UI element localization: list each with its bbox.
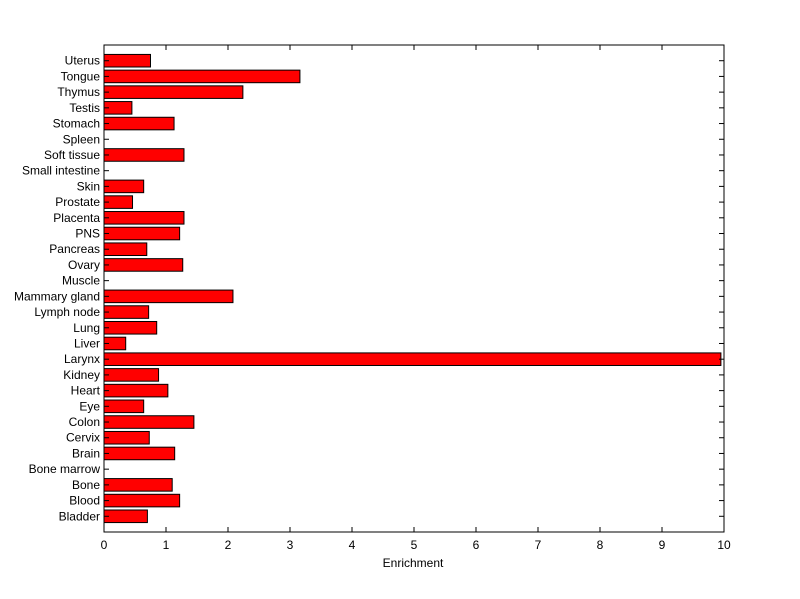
x-axis-label: Enrichment [383,556,444,570]
y-tick-label: Eye [79,399,100,413]
bar [103,320,158,335]
y-tick-label: Bone [72,478,100,492]
bar [103,258,184,272]
bar [103,415,195,429]
bar [103,430,150,445]
x-tick-label: 3 [287,538,294,552]
y-tick-label: Stomach [53,117,100,131]
bar [103,85,244,99]
x-tick-label: 0 [101,538,108,552]
x-tick-label: 9 [659,538,666,552]
y-tick-label: Placenta [53,211,100,225]
bar [103,509,148,524]
x-tick-label: 7 [535,538,542,552]
plot-frame [103,44,725,533]
y-tick-label: Lung [73,321,100,335]
bar [103,368,160,382]
y-tick-label: Soft tissue [44,148,100,162]
y-tick-label: Testis [69,101,100,115]
bar [103,148,185,162]
y-tick-label: Lymph node [34,305,100,319]
y-tick-label: PNS [75,227,100,241]
y-tick-label: Heart [71,384,101,398]
bar [103,352,722,366]
bars-layer [103,53,722,524]
bar [103,53,151,68]
bar [103,179,145,194]
y-tick-label: Colon [69,415,100,429]
bar [103,399,145,414]
bar [103,226,181,241]
bar [103,305,150,319]
y-tick-label: Thymus [57,85,100,99]
x-tick-label: 5 [411,538,418,552]
y-tick-label: Ovary [68,258,100,272]
x-tick-label: 6 [473,538,480,552]
y-tick-label: Muscle [62,274,100,288]
bar [103,446,176,461]
y-tick-label: Kidney [63,368,100,382]
y-tick-label: Cervix [66,431,100,445]
x-tick-label: 1 [163,538,170,552]
bar [103,242,148,257]
y-tick-label: Brain [72,446,100,460]
ticks-layer [103,45,725,532]
x-tick-label: 4 [349,538,356,552]
bar [103,289,234,304]
y-tick-label: Spleen [63,132,100,146]
y-tick-label: Liver [74,336,100,350]
x-tick-label: 8 [597,538,604,552]
y-tick-label: Mammary gland [14,289,100,303]
bar [103,478,173,492]
y-tick-label: Pancreas [49,242,100,256]
bar [103,116,175,131]
y-tick-label: Small intestine [22,164,100,178]
bar [103,211,185,225]
y-tick-label: Uterus [65,54,100,68]
x-tick-label: 2 [225,538,232,552]
x-tick-label: 10 [717,538,731,552]
y-tick-label: Prostate [55,195,100,209]
bar [103,383,169,398]
y-tick-label: Larynx [64,352,100,366]
y-tick-label: Tongue [61,69,101,83]
y-tick-label: Bone marrow [29,462,101,476]
bar [103,69,301,84]
bar [103,493,181,508]
y-tick-label: Blood [69,494,100,508]
y-tick-label: Skin [77,179,100,193]
y-tick-label: Bladder [59,509,100,523]
